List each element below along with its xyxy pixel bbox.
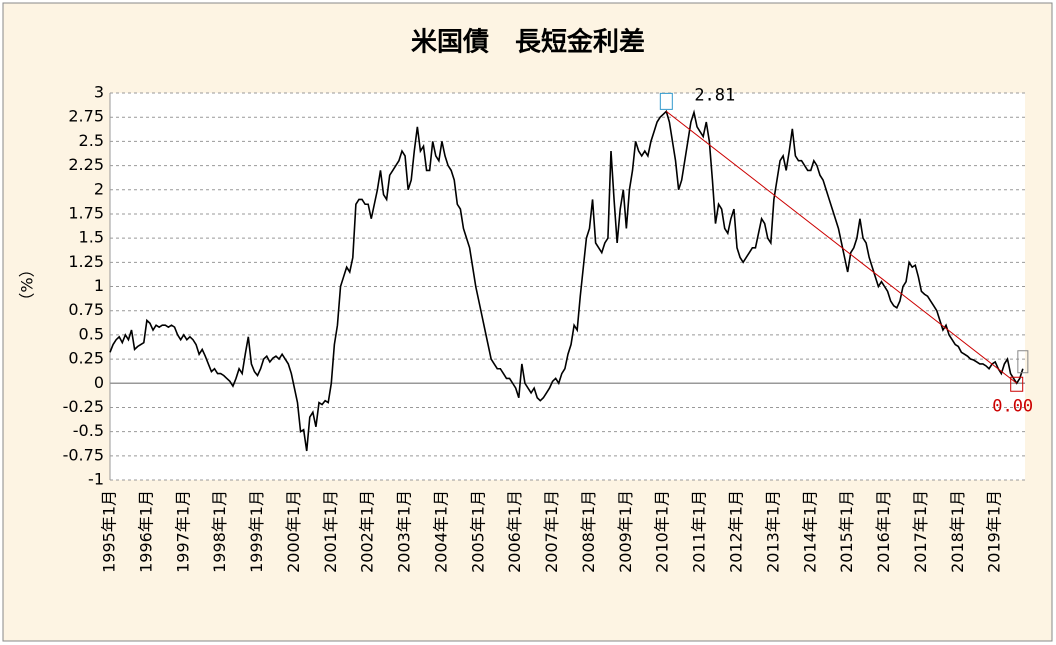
x-tick-label: 1997年1月 [173,490,192,573]
y-tick-label: -1 [88,470,104,489]
x-tick-label: 2002年1月 [358,490,377,573]
x-tick-label: 2004年1月 [431,490,450,573]
data-label: 0.00 [992,396,1033,416]
data-label: 2.81 [694,85,735,105]
x-tick-label: 2015年1月 [837,490,856,573]
chart-title: 米国債 長短金利差 [411,27,645,58]
highlight-box [659,92,673,110]
x-tick-label: 2009年1月 [616,490,635,573]
y-tick-label: 0.75 [68,300,104,319]
x-tick-label: 1998年1月 [210,490,229,573]
y-tick-label: 2.5 [79,131,104,150]
data-line [109,109,1024,452]
x-tick-label: 2000年1月 [284,490,303,573]
y-tick-label: -0.75 [63,445,104,464]
x-tick-label: 2010年1月 [653,490,672,573]
y-tick-label: -0.5 [73,421,104,440]
x-tick-label: 2008年1月 [579,490,598,573]
y-tick-label: 2 [94,179,104,198]
y-tick-label: -0.25 [63,397,104,416]
x-tick-label: 2017年1月 [911,490,930,573]
x-tick-label: 2003年1月 [395,490,414,573]
x-tick-label: 2014年1月 [800,490,819,573]
x-tick-label: 2005年1月 [468,490,487,573]
y-axis-label: （%） [18,261,37,308]
y-tick-label: 2.25 [68,155,104,174]
x-tick-label: 2011年1月 [690,490,709,573]
x-tick-label: 1996年1月 [136,490,155,573]
x-tick-label: 2012年1月 [727,490,746,573]
x-tick-label: 2016年1月 [874,490,893,573]
highlight-box [1017,350,1029,374]
highlight-box [1010,376,1024,392]
y-tick-label: 1 [94,276,104,295]
y-tick-label: 1.5 [79,228,104,247]
x-tick-label: 1999年1月 [247,490,266,573]
y-tick-label: 0.5 [79,324,104,343]
x-tick-label: 2006年1月 [505,490,524,573]
trend-line [666,110,1018,384]
y-tick-label: 0 [94,373,104,392]
y-tick-label: 1.75 [68,203,104,222]
y-tick-label: 0.25 [68,349,104,368]
x-tick-label: 2001年1月 [321,490,340,573]
x-tick-label: 1995年1月 [100,490,119,573]
x-tick-label: 2019年1月 [985,490,1004,573]
x-tick-label: 2018年1月 [948,490,967,573]
x-tick-label: 2007年1月 [542,490,561,573]
x-tick-label: 2013年1月 [763,490,782,573]
y-tick-label: 3 [94,83,104,102]
y-tick-label: 1.25 [68,252,104,271]
y-tick-label: 2.75 [68,107,104,126]
